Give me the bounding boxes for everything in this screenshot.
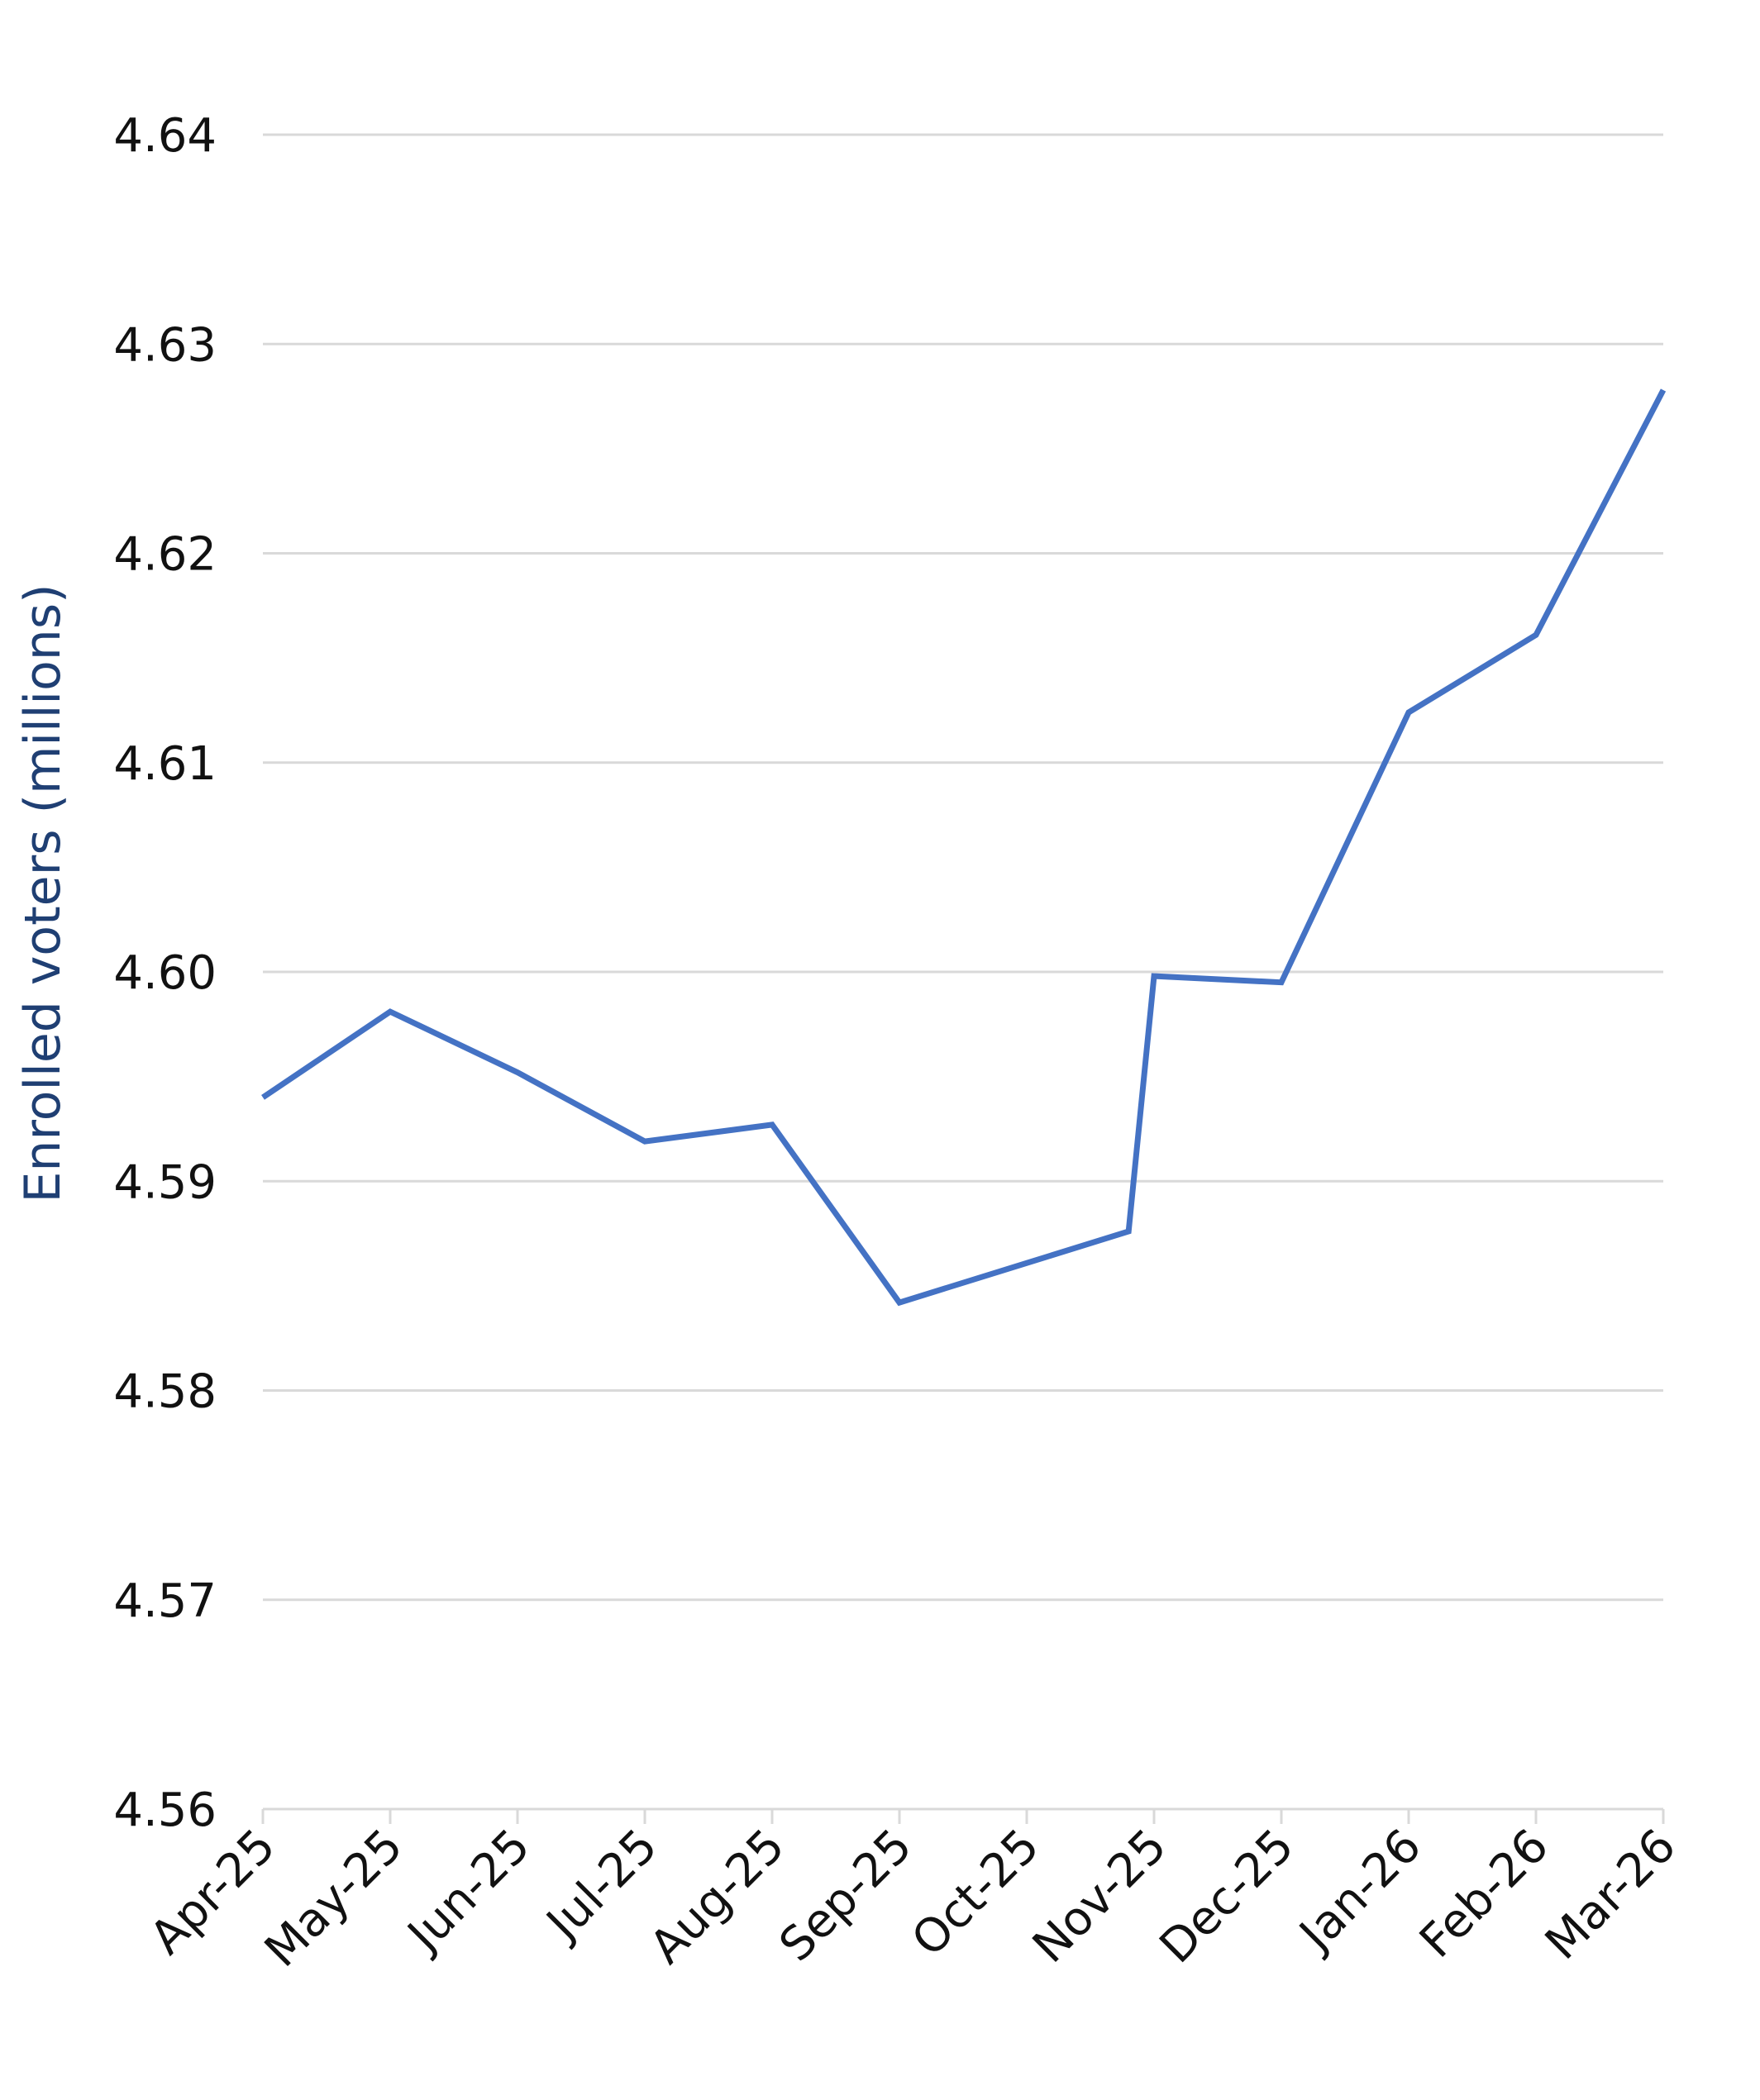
x-tick-label: May-25: [255, 1819, 413, 1978]
x-tick-label: Sep-25: [770, 1819, 923, 1972]
y-tick-label: 4.60: [113, 946, 217, 1000]
y-tick-label: 4.64: [113, 109, 217, 163]
y-tick-label: 4.62: [113, 528, 217, 582]
y-tick-label: 4.61: [113, 737, 217, 791]
series-line: [261, 388, 1667, 1307]
x-tick-labels: Apr-25May-25Jun-25Jul-25Aug-25Sep-25Oct-…: [140, 1819, 1686, 1978]
y-axis-label: Enrolled voters (millions): [14, 583, 72, 1202]
x-tick-label: Nov-25: [1023, 1819, 1177, 1974]
x-tick-label: Dec-25: [1150, 1819, 1304, 1974]
y-tick-labels: 4.64 4.63 4.62 4.61 4.60 4.59 4.58 4.57 4.56: [113, 109, 217, 1837]
y-tick-label: 4.63: [113, 318, 217, 372]
x-tick-label: Aug-25: [640, 1819, 795, 1974]
x-tick-label: Mar-26: [1535, 1819, 1686, 1970]
x-tick-label: Jan-26: [1288, 1819, 1432, 1963]
x-axis: [261, 1807, 1665, 1824]
x-tick-label: Jun-25: [396, 1819, 541, 1964]
y-tick-label: 4.58: [113, 1365, 217, 1419]
x-tick-label: Oct-25: [902, 1819, 1050, 1967]
y-tick-label: 4.59: [113, 1155, 217, 1209]
gridlines: [263, 133, 1663, 1602]
x-tick-label: Feb-26: [1409, 1819, 1559, 1969]
y-tick-label: 4.57: [113, 1574, 217, 1628]
y-tick-label: 4.56: [113, 1783, 217, 1837]
series-layer: [261, 388, 1667, 1307]
